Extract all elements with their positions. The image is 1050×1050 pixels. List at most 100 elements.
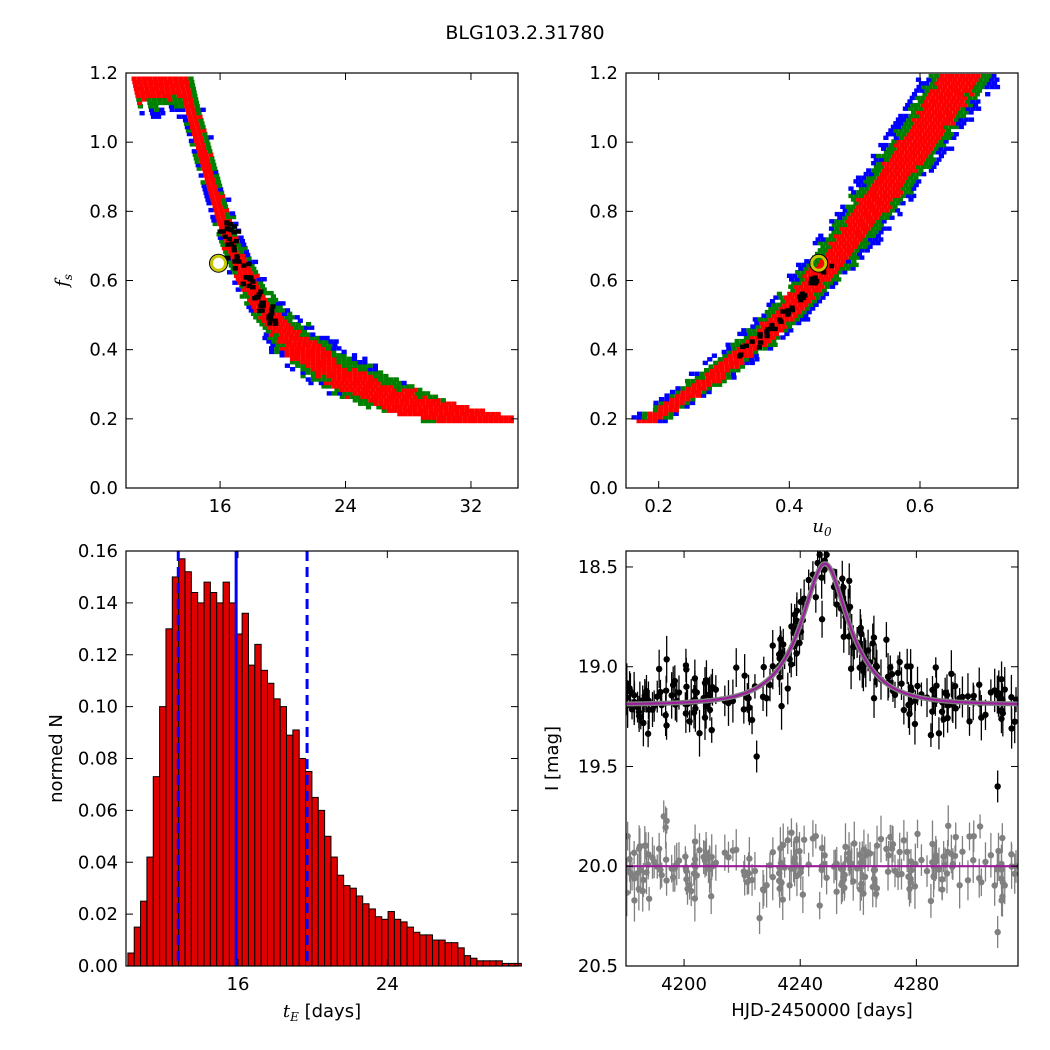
posterior-cell xyxy=(946,102,953,108)
posterior-cell xyxy=(658,400,664,406)
residual-point xyxy=(809,835,817,842)
posterior-cell xyxy=(296,342,302,348)
posterior-cell xyxy=(193,138,200,144)
posterior-cell xyxy=(874,171,880,177)
posterior-cell xyxy=(404,384,410,389)
posterior-cell xyxy=(836,277,842,282)
posterior-cell xyxy=(896,132,902,137)
histogram-bar xyxy=(444,942,453,967)
posterior-cell xyxy=(309,325,315,330)
posterior-cell xyxy=(838,255,844,260)
posterior-cell xyxy=(734,338,740,344)
residual-point xyxy=(976,823,984,830)
residual-point xyxy=(741,872,748,879)
posterior-cell xyxy=(884,171,890,177)
posterior-cell xyxy=(866,197,872,202)
posterior-cell xyxy=(289,332,295,337)
posterior-cell xyxy=(208,190,214,196)
posterior-cell xyxy=(211,218,217,223)
posterior-cell xyxy=(402,405,408,410)
posterior-cell xyxy=(647,411,653,417)
residual-point xyxy=(631,897,638,904)
posterior-cell xyxy=(706,382,712,387)
posterior-cell xyxy=(953,132,959,137)
posterior-cell xyxy=(903,190,909,195)
posterior-cell xyxy=(764,320,770,326)
posterior-cell xyxy=(167,97,173,102)
best-cell xyxy=(769,323,775,328)
p2-xlabel: u0 xyxy=(812,516,832,539)
posterior-cell xyxy=(854,240,860,246)
best-cell xyxy=(217,229,223,234)
posterior-cell xyxy=(782,313,788,318)
posterior-cell xyxy=(869,193,875,199)
posterior-cell xyxy=(731,346,737,351)
posterior-cell xyxy=(759,320,765,326)
posterior-cell xyxy=(277,304,283,310)
posterior-cell xyxy=(653,400,659,406)
best-cell xyxy=(269,307,275,313)
posterior-cell xyxy=(776,291,782,297)
posterior-cell xyxy=(294,349,301,355)
posterior-cell xyxy=(886,146,892,151)
posterior-cell xyxy=(386,380,392,386)
posterior-cell xyxy=(241,256,247,261)
posterior-cell xyxy=(823,291,829,297)
posterior-cell xyxy=(281,339,288,344)
posterior-cell xyxy=(956,88,962,93)
posterior-cell xyxy=(310,367,316,372)
posterior-cell xyxy=(852,215,858,220)
posterior-cell xyxy=(664,397,670,402)
posterior-cell xyxy=(182,97,188,102)
posterior-cell xyxy=(837,215,843,220)
data-point xyxy=(870,695,878,702)
posterior-cell xyxy=(318,380,324,386)
posterior-cell xyxy=(446,415,452,420)
posterior-cell xyxy=(778,295,784,300)
posterior-cell xyxy=(201,128,207,133)
posterior-cell xyxy=(372,367,378,372)
residual-point xyxy=(871,866,879,874)
posterior-cell xyxy=(280,322,286,327)
posterior-cell xyxy=(495,411,501,417)
posterior-cell xyxy=(927,92,933,97)
posterior-cell xyxy=(176,114,182,119)
posterior-cell xyxy=(685,393,691,398)
posterior-cell xyxy=(737,331,743,337)
p3-xtick-label: 16 xyxy=(227,974,250,995)
posterior-cell xyxy=(206,201,212,206)
posterior-cell xyxy=(750,324,756,329)
posterior-cell xyxy=(147,76,153,81)
posterior-cell xyxy=(833,248,839,253)
data-point xyxy=(766,681,774,689)
posterior-cell xyxy=(928,99,934,104)
posterior-cell xyxy=(709,371,715,377)
posterior-cell xyxy=(928,73,934,79)
posterior-cell xyxy=(889,171,895,177)
posterior-cell xyxy=(818,291,824,297)
posterior-cell xyxy=(828,226,835,231)
p4-xtick-label: 4240 xyxy=(777,974,823,995)
posterior-cell xyxy=(885,193,891,199)
posterior-cell xyxy=(911,132,918,137)
posterior-cell xyxy=(347,384,353,389)
posterior-cell xyxy=(949,73,955,79)
posterior-cell xyxy=(428,405,434,410)
posterior-cell xyxy=(349,387,356,393)
posterior-cell xyxy=(381,394,387,400)
posterior-cell xyxy=(853,262,859,268)
posterior-cell xyxy=(905,164,911,170)
posterior-cell xyxy=(281,328,287,334)
posterior-cell xyxy=(241,242,247,247)
posterior-cell xyxy=(829,219,835,224)
residual-point xyxy=(933,856,940,863)
posterior-cell xyxy=(145,90,151,95)
best-cell xyxy=(246,261,252,267)
best-cell xyxy=(232,266,238,271)
posterior-cell xyxy=(352,363,358,368)
posterior-cell xyxy=(956,95,962,101)
posterior-cell xyxy=(756,342,763,348)
best-cell xyxy=(789,307,796,313)
posterior-cell xyxy=(775,309,781,315)
residual-point xyxy=(978,879,985,886)
